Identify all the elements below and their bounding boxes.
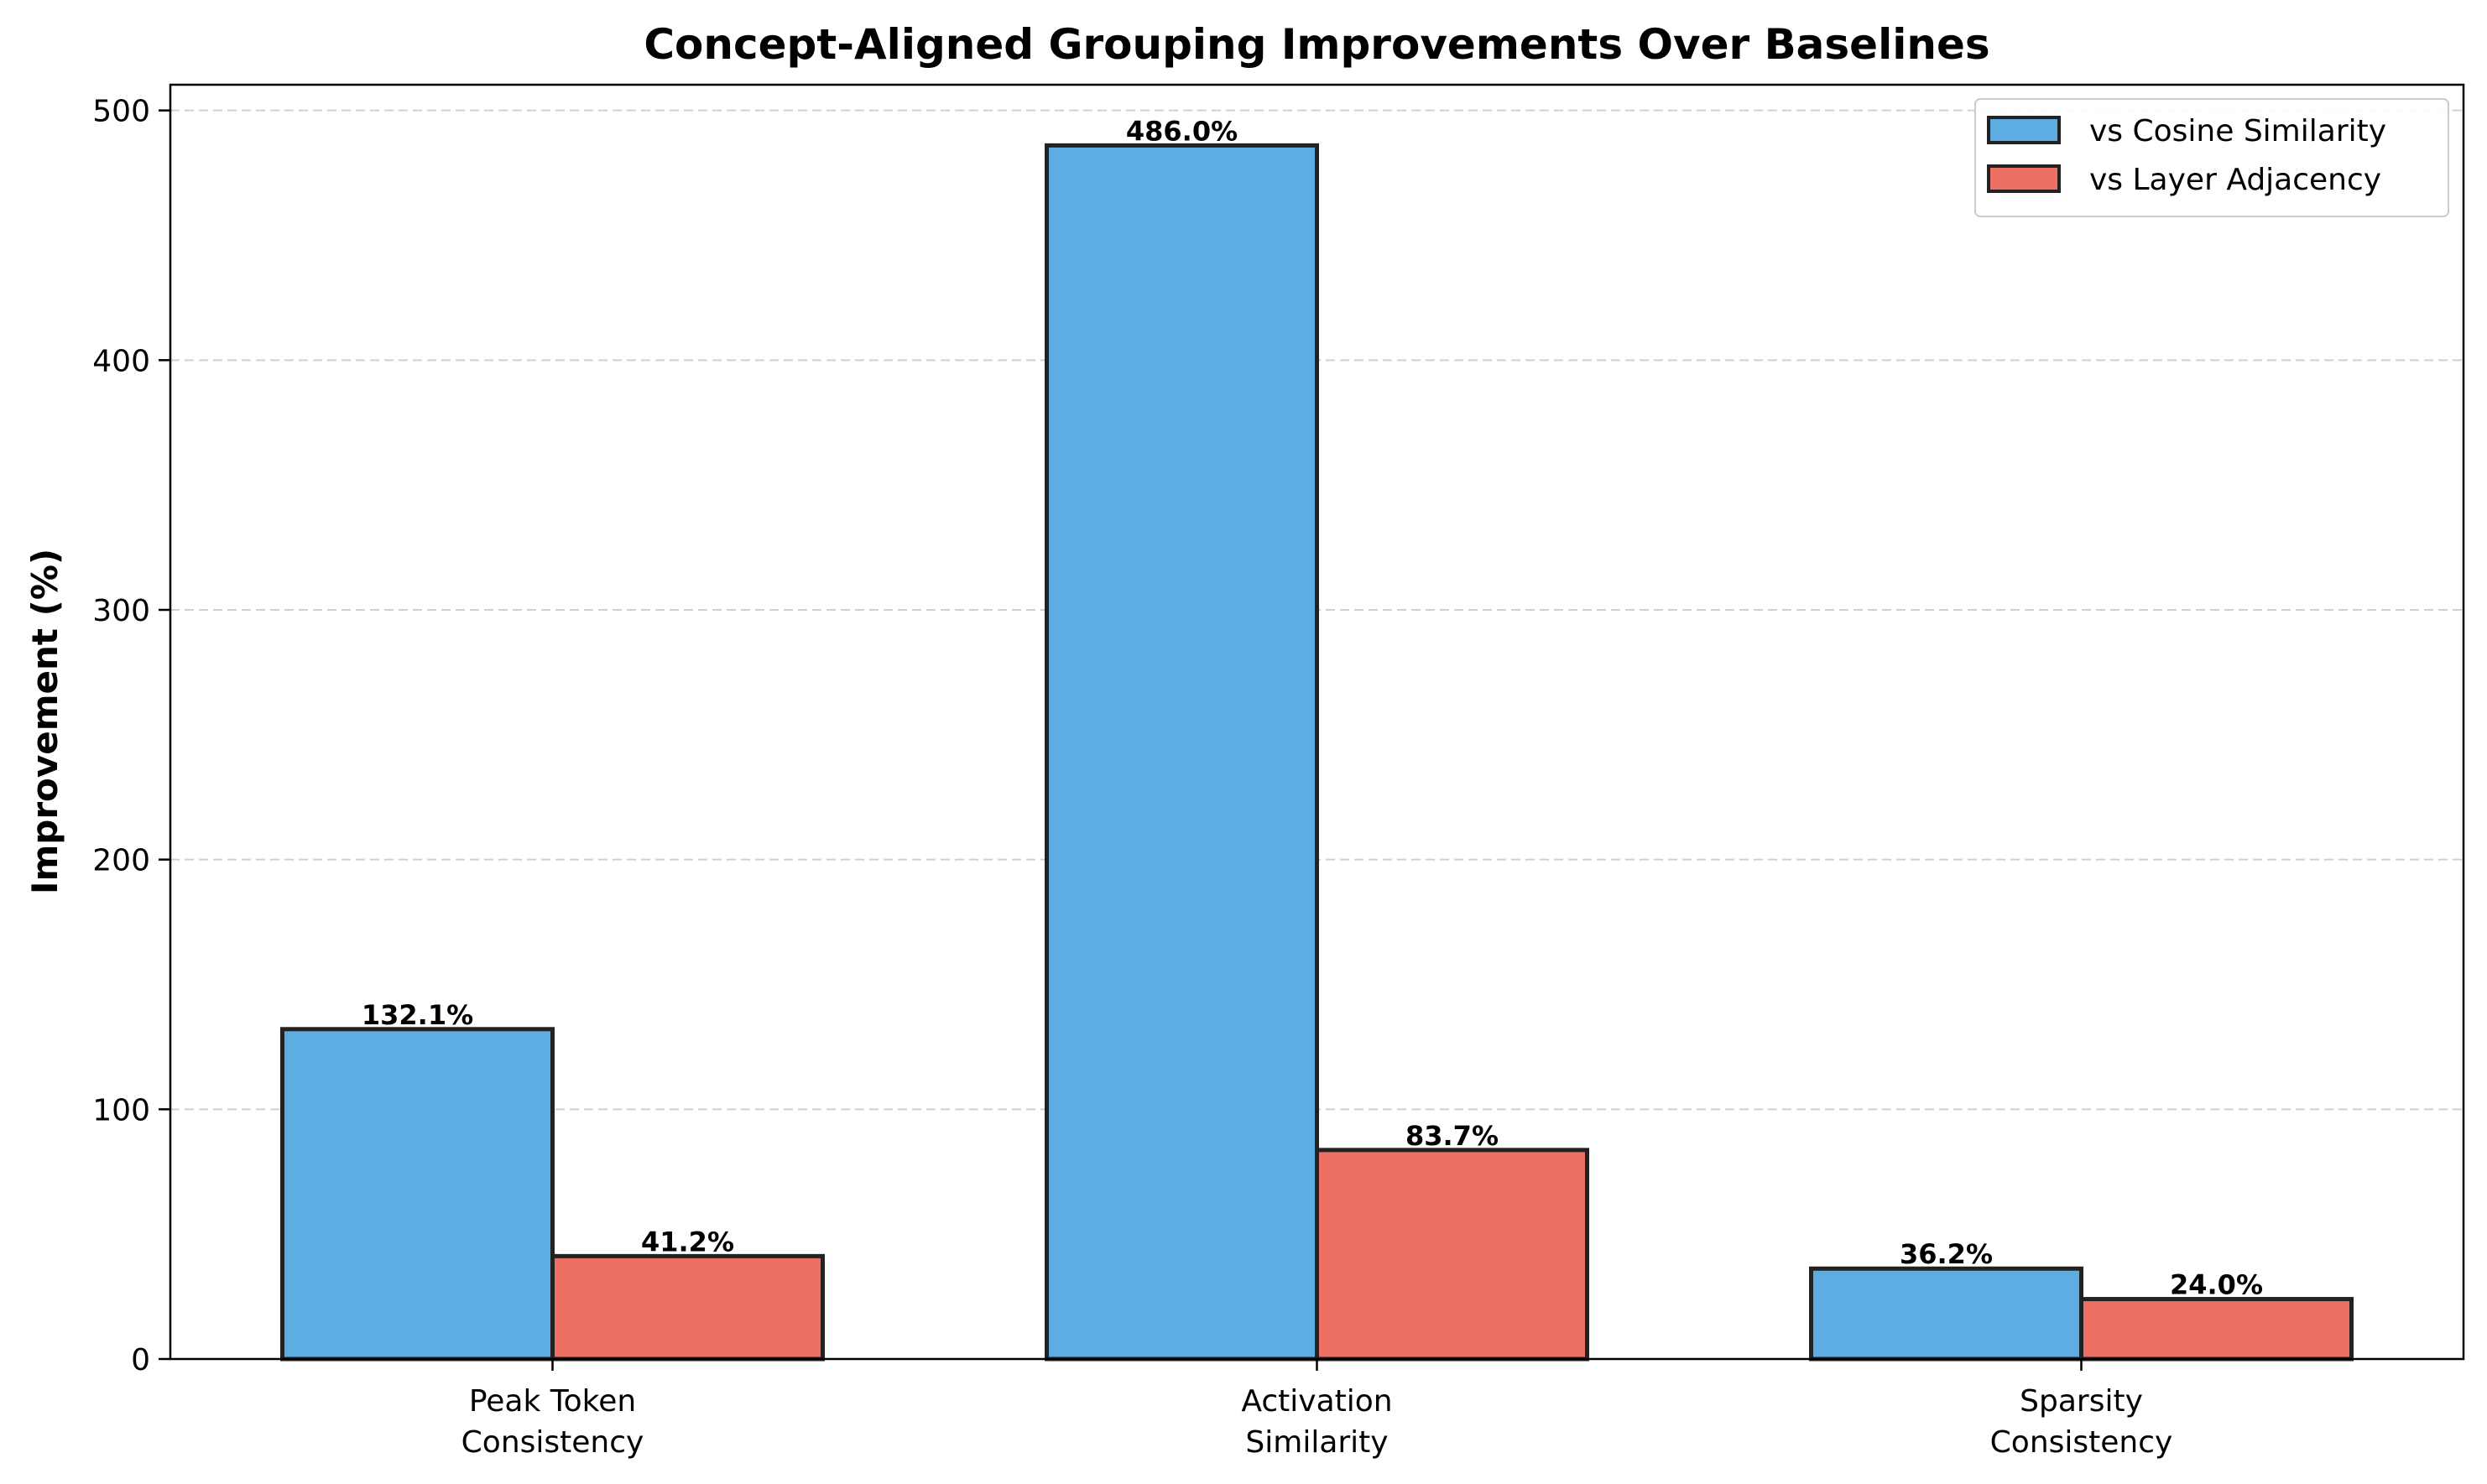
x-tick-label: Similarity xyxy=(1245,1425,1388,1460)
legend-entry: vs Layer Adjacency xyxy=(2089,163,2381,197)
y-tick-label: 200 xyxy=(92,844,150,878)
legend: vs Cosine Similarity vs Layer Adjacency xyxy=(1974,98,2449,217)
bar-layer-0 xyxy=(550,1253,825,1362)
x-tick-label: Consistency xyxy=(461,1425,644,1460)
legend-swatch xyxy=(1987,164,2061,193)
y-axis-label: Improvement (%) xyxy=(24,549,65,894)
bars xyxy=(280,143,2354,1362)
legend-entry: vs Cosine Similarity xyxy=(2089,114,2386,148)
y-tick-label: 100 xyxy=(92,1093,150,1127)
legend-box xyxy=(1974,98,2449,217)
y-tick-label: 400 xyxy=(92,344,150,378)
chart-title: Concept-Aligned Grouping Improvements Ov… xyxy=(644,20,1989,69)
x-tick-label: Activation xyxy=(1241,1384,1392,1419)
bar-cosine-0 xyxy=(280,1027,555,1362)
axes: 0 100 200 300 400 500 Peak Token Consistency Act… xyxy=(92,95,2172,1460)
bar-value-label: 41.2% xyxy=(641,1226,734,1257)
y-tick-label: 500 xyxy=(92,95,150,129)
data-labels: 132.1% 486.0% 36.2% 41.2% 83.7% 24.0% xyxy=(362,115,2263,1300)
y-tick-label: 300 xyxy=(92,594,150,628)
y-tick-label: 0 xyxy=(131,1343,150,1377)
bar-layer-2 xyxy=(2079,1297,2354,1362)
bar-layer-1 xyxy=(1315,1148,1589,1362)
bar-value-label: 132.1% xyxy=(362,999,473,1031)
bar-value-label: 24.0% xyxy=(2170,1269,2263,1301)
bar-cosine-1 xyxy=(1045,143,1319,1362)
bar-value-label: 83.7% xyxy=(1405,1120,1499,1152)
bar-value-label: 486.0% xyxy=(1126,115,1238,147)
legend-swatch xyxy=(1987,116,2061,144)
x-tick-label: Consistency xyxy=(1990,1425,2173,1460)
x-tick-label: Peak Token xyxy=(469,1384,636,1419)
bar-cosine-2 xyxy=(1809,1266,2083,1362)
bar-value-label: 36.2% xyxy=(1900,1238,1993,1270)
x-tick-label: Sparsity xyxy=(2020,1384,2143,1419)
